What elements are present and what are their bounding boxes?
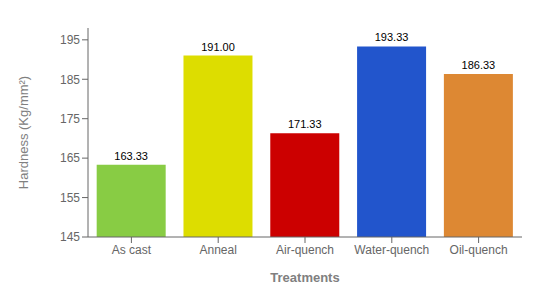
svg-text:191.00: 191.00 xyxy=(201,41,235,53)
svg-text:Water-quench: Water-quench xyxy=(354,243,429,257)
svg-text:145: 145 xyxy=(60,230,80,244)
svg-text:195: 195 xyxy=(60,33,80,47)
svg-text:171.33: 171.33 xyxy=(288,118,322,130)
svg-text:Anneal: Anneal xyxy=(200,243,237,257)
svg-text:165: 165 xyxy=(60,151,80,165)
svg-text:Treatments: Treatments xyxy=(270,270,339,285)
svg-text:Air-quench: Air-quench xyxy=(276,243,334,257)
svg-text:Hardness (Kg/mm²): Hardness (Kg/mm²) xyxy=(16,76,31,189)
svg-text:185: 185 xyxy=(60,73,80,87)
svg-text:163.33: 163.33 xyxy=(114,150,148,162)
svg-text:155: 155 xyxy=(60,191,80,205)
svg-text:193.33: 193.33 xyxy=(375,31,409,43)
svg-text:175: 175 xyxy=(60,112,80,126)
svg-text:186.33: 186.33 xyxy=(462,59,496,71)
svg-text:As cast: As cast xyxy=(112,243,152,257)
svg-text:Oil-quench: Oil-quench xyxy=(450,243,508,257)
